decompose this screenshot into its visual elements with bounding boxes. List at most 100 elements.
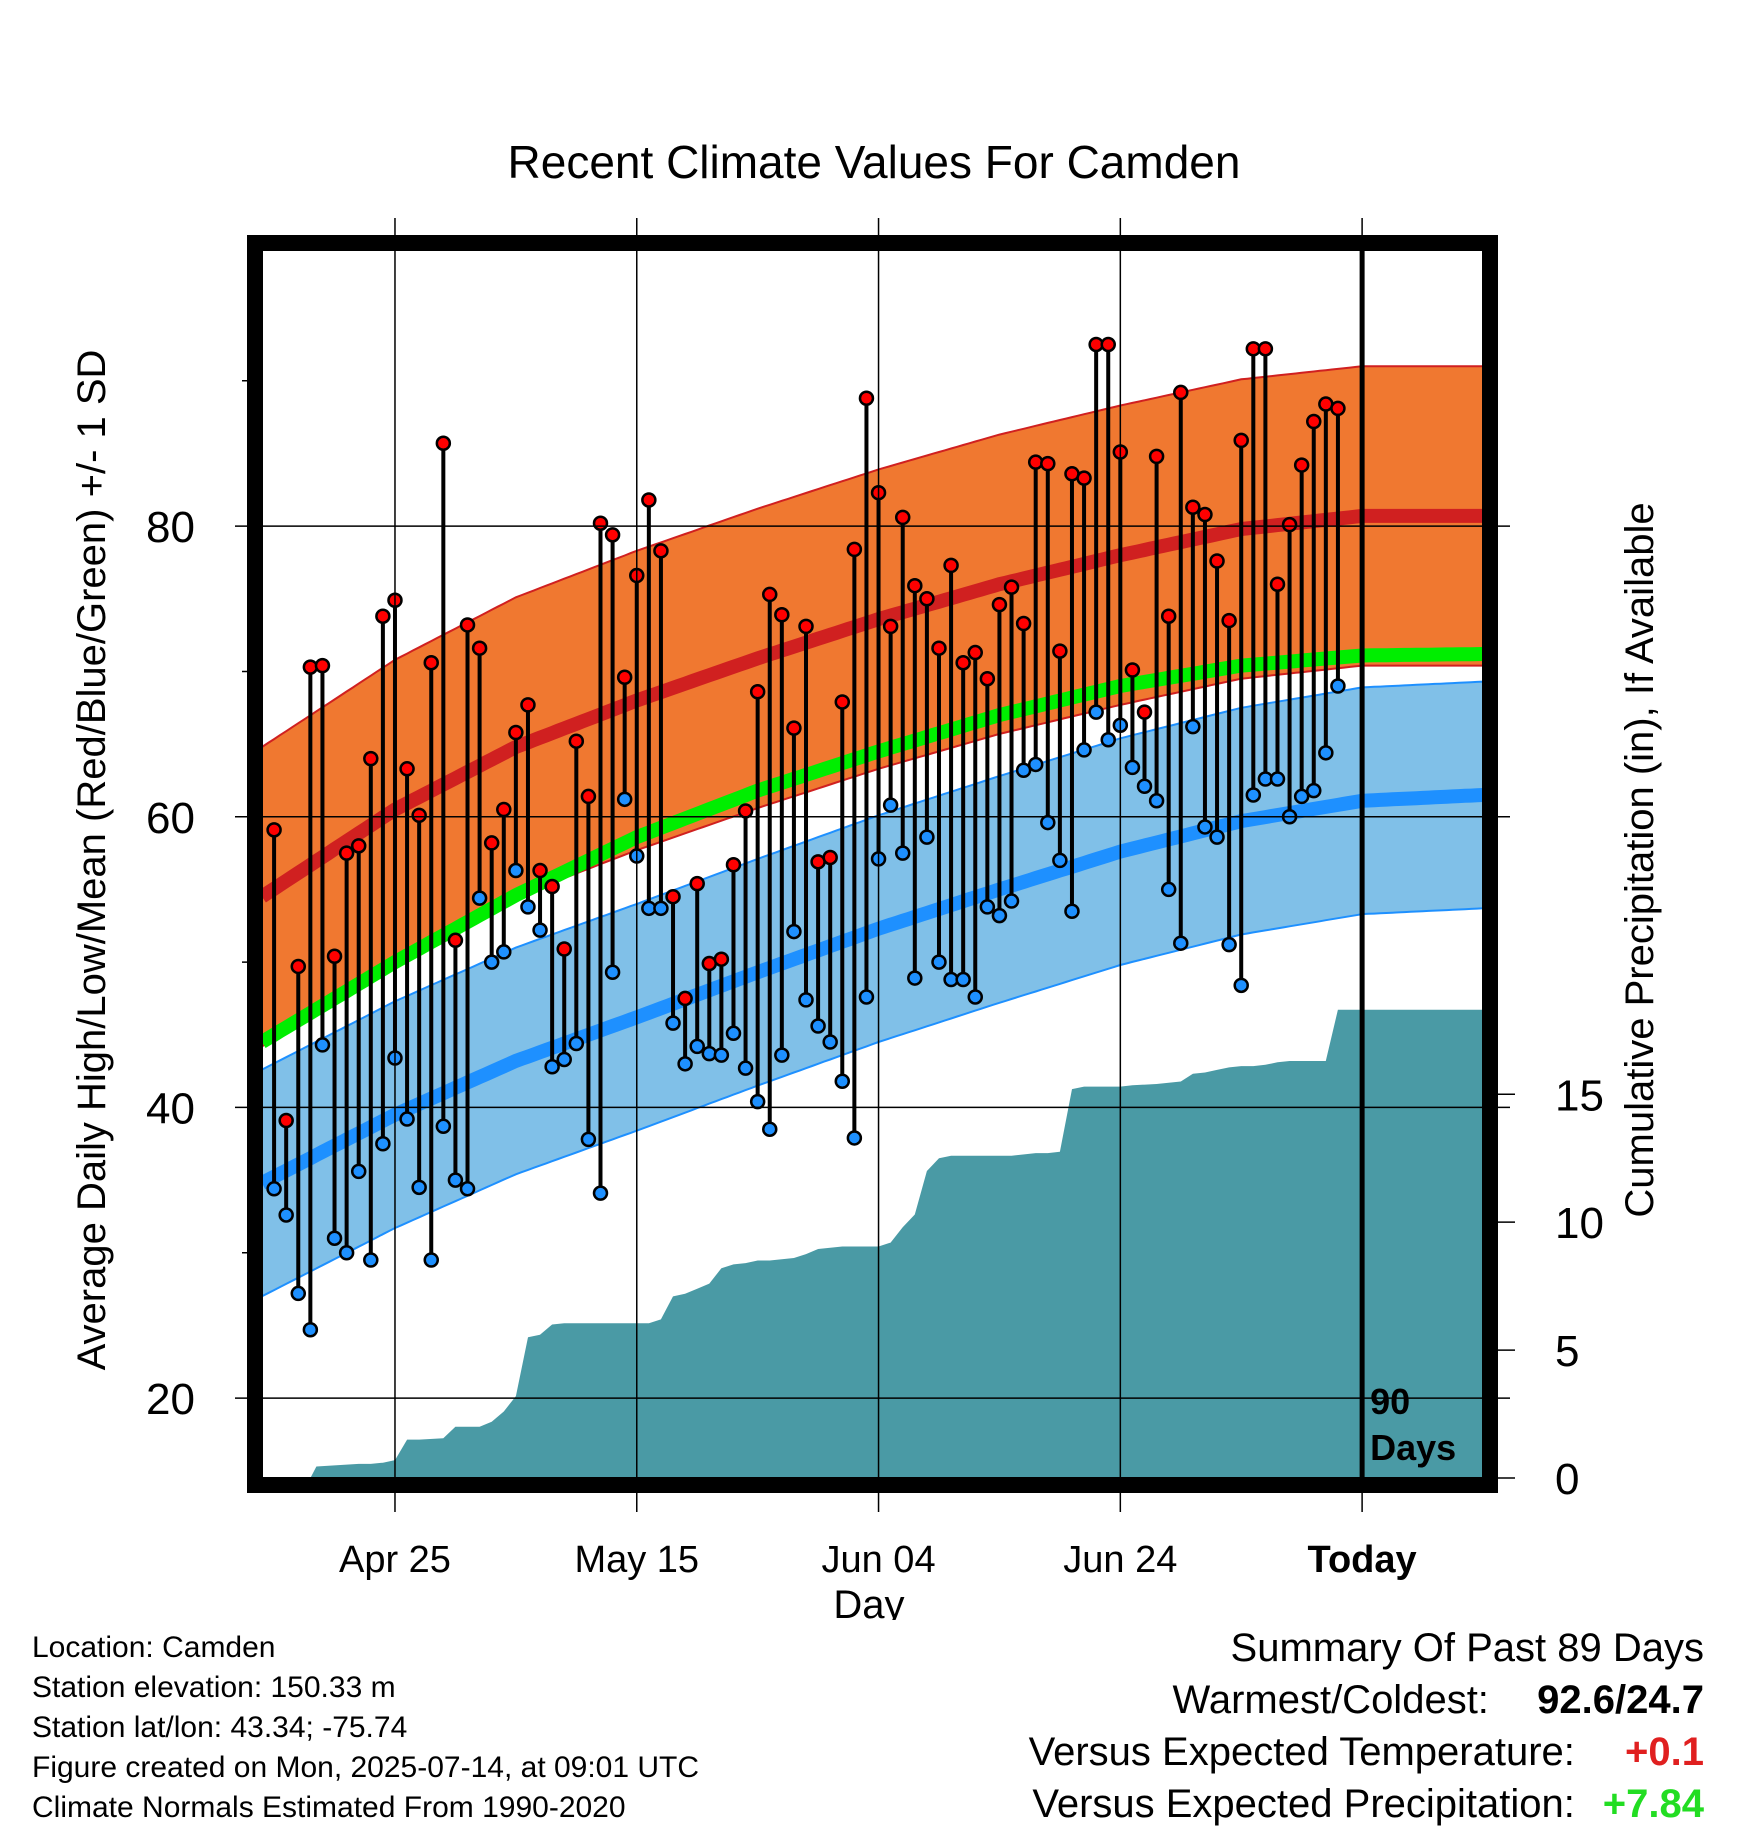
x-tick-label-1: May 15 [574, 1539, 699, 1581]
high-point [459, 617, 476, 633]
created-text: Figure created on Mon, 2025-07-14, at 09… [32, 1751, 700, 1784]
low-point [544, 1058, 560, 1075]
high-point [580, 788, 597, 805]
high-point [689, 875, 705, 892]
low-point [846, 1130, 863, 1146]
low-point [496, 944, 512, 960]
station-info: Location: Camden Station elevation: 150.… [32, 1628, 699, 1828]
y2-tick-label-2: 10 [1555, 1199, 1604, 1248]
high-point [1015, 615, 1032, 632]
plot-layer [262, 250, 1483, 1478]
precip-area [262, 1009, 1483, 1478]
low-point [532, 922, 548, 938]
low-point [483, 954, 500, 970]
low-point [1293, 788, 1310, 805]
low-point [1148, 793, 1165, 809]
low-point [471, 890, 488, 906]
high-point [822, 849, 838, 866]
low-point [1040, 814, 1056, 831]
high-point [1136, 704, 1153, 720]
low-point [798, 992, 814, 1008]
plot-area: 90 Days 20 40 60 80 0 5 10 15 Apr 25 May 15 Jun 04 Ju… [146, 218, 1604, 1581]
low-point [991, 907, 1008, 924]
high-point [749, 684, 766, 700]
normal-mean-line [262, 647, 1483, 1049]
high-point [991, 596, 1008, 613]
low-point [1221, 936, 1237, 953]
low-point [931, 954, 947, 970]
low-point [894, 845, 911, 861]
high-point [931, 640, 947, 656]
low-point [556, 1051, 572, 1068]
low-point [1245, 787, 1262, 803]
normal-high-line [262, 508, 1483, 903]
low-point [653, 900, 669, 917]
low-point [266, 1181, 282, 1197]
low-point [1052, 852, 1068, 869]
low-point [1318, 745, 1334, 761]
precip-value: +7.84 [1602, 1782, 1704, 1826]
x-tick-label-3: Jun 24 [1063, 1539, 1177, 1581]
low-point [1173, 935, 1189, 951]
low-point [858, 989, 875, 1005]
y-tick-label-3: 80 [146, 503, 195, 552]
y2-tick-label-1: 5 [1555, 1327, 1579, 1376]
summary-warm-cold-row: Warmest/Coldest: 92.6/24.7 [1029, 1674, 1704, 1726]
warm-cold-value: 92.6/24.7 [1537, 1678, 1704, 1722]
high-point [496, 801, 512, 818]
high-point [447, 932, 464, 949]
high-point [834, 694, 851, 710]
low-point [520, 899, 536, 915]
y-tick-label-2: 60 [146, 794, 195, 843]
warm-cold-label: Warmest/Coldest: [1172, 1678, 1489, 1722]
low-point [774, 1047, 790, 1063]
high-point [1293, 457, 1310, 473]
high-point [1330, 400, 1346, 417]
high-point [1160, 608, 1177, 624]
high-point [786, 720, 802, 736]
high-point [375, 608, 391, 624]
low-point [677, 1056, 693, 1072]
low-point [435, 1118, 452, 1135]
low-point [411, 1179, 427, 1196]
low-point [1209, 829, 1225, 845]
high-point [798, 618, 814, 635]
high-point [1052, 643, 1068, 659]
summary-panel: Summary Of Past 89 Days Warmest/Coldest:… [1029, 1622, 1704, 1830]
high-point [665, 888, 681, 905]
low-point [290, 1285, 307, 1302]
low-point [689, 1038, 705, 1055]
high-point [556, 941, 572, 957]
low-point [737, 1060, 754, 1076]
high-point [338, 845, 355, 861]
low-point [278, 1207, 294, 1223]
high-point [943, 557, 959, 574]
high-point [774, 607, 790, 623]
low-point [834, 1073, 851, 1090]
low-point [314, 1037, 331, 1053]
high-point [1233, 432, 1249, 449]
climate-chart: Recent Climate Values For Camden 90 Days 2… [70, 136, 1662, 1620]
high-point [1124, 662, 1141, 678]
high-point [350, 838, 367, 854]
normal-low-line [262, 788, 1483, 1190]
low-point [1064, 903, 1080, 919]
low-point [1269, 771, 1286, 787]
high-point [1173, 384, 1189, 401]
low-point [1088, 704, 1104, 720]
low-point [1100, 731, 1116, 748]
low-point [326, 1230, 343, 1246]
y-tick-label-1: 40 [146, 1084, 195, 1133]
high-point [314, 657, 331, 674]
low-point [592, 1185, 609, 1201]
low-point [363, 1252, 379, 1268]
high-point [483, 835, 500, 851]
high-point [967, 644, 984, 661]
low-point [375, 1136, 391, 1152]
precip-label: Versus Expected Precipitation: [1032, 1782, 1575, 1826]
x-tick-label-0: Apr 25 [339, 1539, 451, 1581]
low-point [423, 1252, 439, 1268]
high-point [423, 654, 439, 671]
high-point [725, 856, 742, 873]
low-point [447, 1172, 464, 1188]
